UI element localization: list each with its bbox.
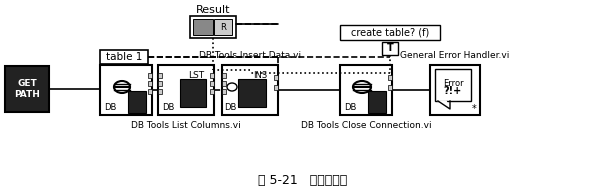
- Bar: [210, 73, 214, 78]
- Bar: [222, 89, 226, 94]
- Bar: [100, 50, 148, 64]
- Text: *: *: [471, 104, 476, 114]
- Text: Error: Error: [443, 79, 464, 88]
- Text: DB: DB: [104, 103, 116, 112]
- Text: GET
PATH: GET PATH: [14, 79, 40, 99]
- Text: R: R: [220, 22, 226, 31]
- Ellipse shape: [353, 81, 371, 93]
- Bar: [222, 73, 226, 78]
- Bar: [148, 73, 152, 78]
- Bar: [274, 85, 278, 90]
- Text: LST: LST: [188, 70, 204, 79]
- Bar: [340, 25, 440, 40]
- Bar: [340, 65, 392, 115]
- Bar: [190, 16, 236, 38]
- Bar: [158, 73, 162, 78]
- Text: Result: Result: [196, 5, 230, 15]
- Text: DB Tools Insert Data.vi: DB Tools Insert Data.vi: [199, 50, 301, 60]
- Bar: [388, 85, 392, 90]
- Bar: [222, 81, 226, 86]
- Bar: [388, 75, 392, 80]
- Text: DB Tools Close Connection.vi: DB Tools Close Connection.vi: [301, 121, 431, 129]
- Bar: [193, 19, 213, 35]
- Bar: [5, 66, 49, 112]
- Text: DB: DB: [344, 103, 356, 112]
- Text: 图 5-21   写入数据库: 图 5-21 写入数据库: [258, 175, 348, 188]
- Bar: [222, 65, 278, 115]
- Bar: [214, 19, 232, 35]
- Text: table 1: table 1: [106, 52, 142, 62]
- Bar: [430, 65, 480, 115]
- Bar: [210, 89, 214, 94]
- Bar: [158, 89, 162, 94]
- Ellipse shape: [114, 81, 130, 93]
- Bar: [158, 81, 162, 86]
- Bar: [100, 65, 152, 115]
- Bar: [158, 65, 214, 115]
- Bar: [148, 89, 152, 94]
- Bar: [382, 42, 398, 55]
- Polygon shape: [438, 101, 450, 109]
- Bar: [368, 91, 386, 113]
- Text: create table? (f): create table? (f): [351, 27, 429, 37]
- Ellipse shape: [227, 83, 237, 91]
- Bar: [274, 75, 278, 80]
- Bar: [148, 81, 152, 86]
- Bar: [210, 81, 214, 86]
- Bar: [128, 91, 146, 113]
- Bar: [238, 79, 266, 107]
- Bar: [180, 79, 206, 107]
- Text: DB Tools List Columns.vi: DB Tools List Columns.vi: [131, 121, 241, 129]
- Bar: [435, 69, 471, 101]
- Text: General Error Handler.vi: General Error Handler.vi: [401, 50, 510, 60]
- Text: DB: DB: [224, 103, 236, 112]
- Text: DB: DB: [162, 103, 174, 112]
- Text: T: T: [387, 43, 393, 53]
- Text: ?!+: ?!+: [444, 86, 462, 96]
- Text: INS: INS: [253, 70, 267, 79]
